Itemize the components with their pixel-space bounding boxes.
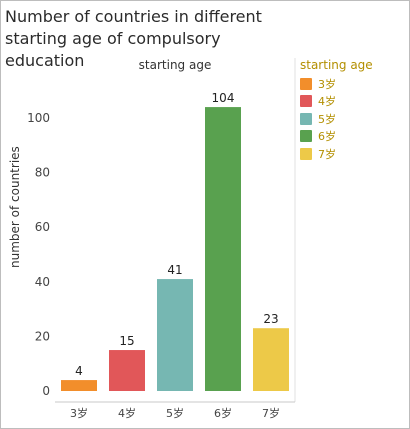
legend-swatch	[300, 147, 312, 160]
chart-title: Number of countries in different startin…	[5, 7, 262, 70]
bar-value-label: 104	[212, 91, 235, 105]
bar-value-label: 15	[119, 334, 134, 348]
y-tick-label: 60	[35, 220, 50, 234]
x-tick-label: 4岁	[118, 406, 136, 420]
y-tick-label: 20	[35, 329, 50, 343]
legend-item[interactable]: 5岁	[300, 110, 400, 128]
legend-swatch	[300, 130, 312, 143]
legend-title: starting age	[300, 58, 373, 72]
legend-swatch	[300, 77, 312, 90]
legend-item[interactable]: 6岁	[300, 128, 400, 146]
legend-swatch	[300, 95, 312, 108]
y-tick-label: 40	[35, 275, 50, 289]
bar-value-label: 4	[75, 364, 83, 378]
legend: starting age 3岁 4岁 5岁 6岁 7岁	[300, 58, 400, 163]
legend-item[interactable]: 3岁	[300, 75, 400, 93]
x-tick-label: 7岁	[262, 406, 280, 420]
bar-value-label: 41	[167, 263, 182, 277]
legend-swatch	[300, 112, 312, 125]
bar[interactable]	[253, 328, 289, 391]
bar-value-label: 23	[263, 312, 278, 326]
legend-label: 7岁	[318, 147, 336, 161]
legend-label: 6岁	[318, 130, 336, 144]
bar[interactable]	[205, 107, 241, 391]
x-tick-label: 5岁	[166, 406, 184, 420]
legend-item[interactable]: 7岁	[300, 145, 400, 163]
bar[interactable]	[61, 380, 97, 391]
y-tick-label: 0	[42, 384, 50, 398]
column-header: starting age	[138, 58, 212, 72]
x-tick-label: 6岁	[214, 406, 232, 420]
x-tick-label: 3岁	[70, 406, 88, 420]
legend-label: 4岁	[318, 95, 336, 109]
legend-label: 5岁	[318, 112, 336, 126]
legend-item[interactable]: 4岁	[300, 93, 400, 111]
y-tick-label: 80	[35, 166, 50, 180]
legend-label: 3岁	[318, 77, 336, 91]
bar[interactable]	[157, 279, 193, 391]
y-tick-label: 100	[27, 111, 50, 125]
bar[interactable]	[109, 350, 145, 391]
